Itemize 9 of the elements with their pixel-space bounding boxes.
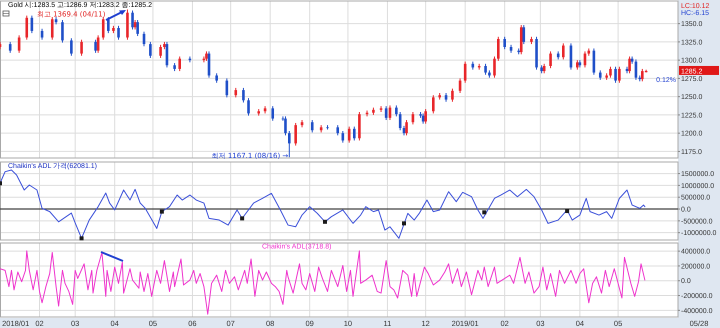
point <box>80 236 84 240</box>
point <box>565 209 570 214</box>
point <box>482 210 486 214</box>
line-series <box>0 250 646 315</box>
line-series <box>0 170 646 239</box>
point <box>322 220 327 224</box>
point <box>160 210 164 214</box>
point <box>402 221 406 226</box>
point <box>240 216 244 220</box>
